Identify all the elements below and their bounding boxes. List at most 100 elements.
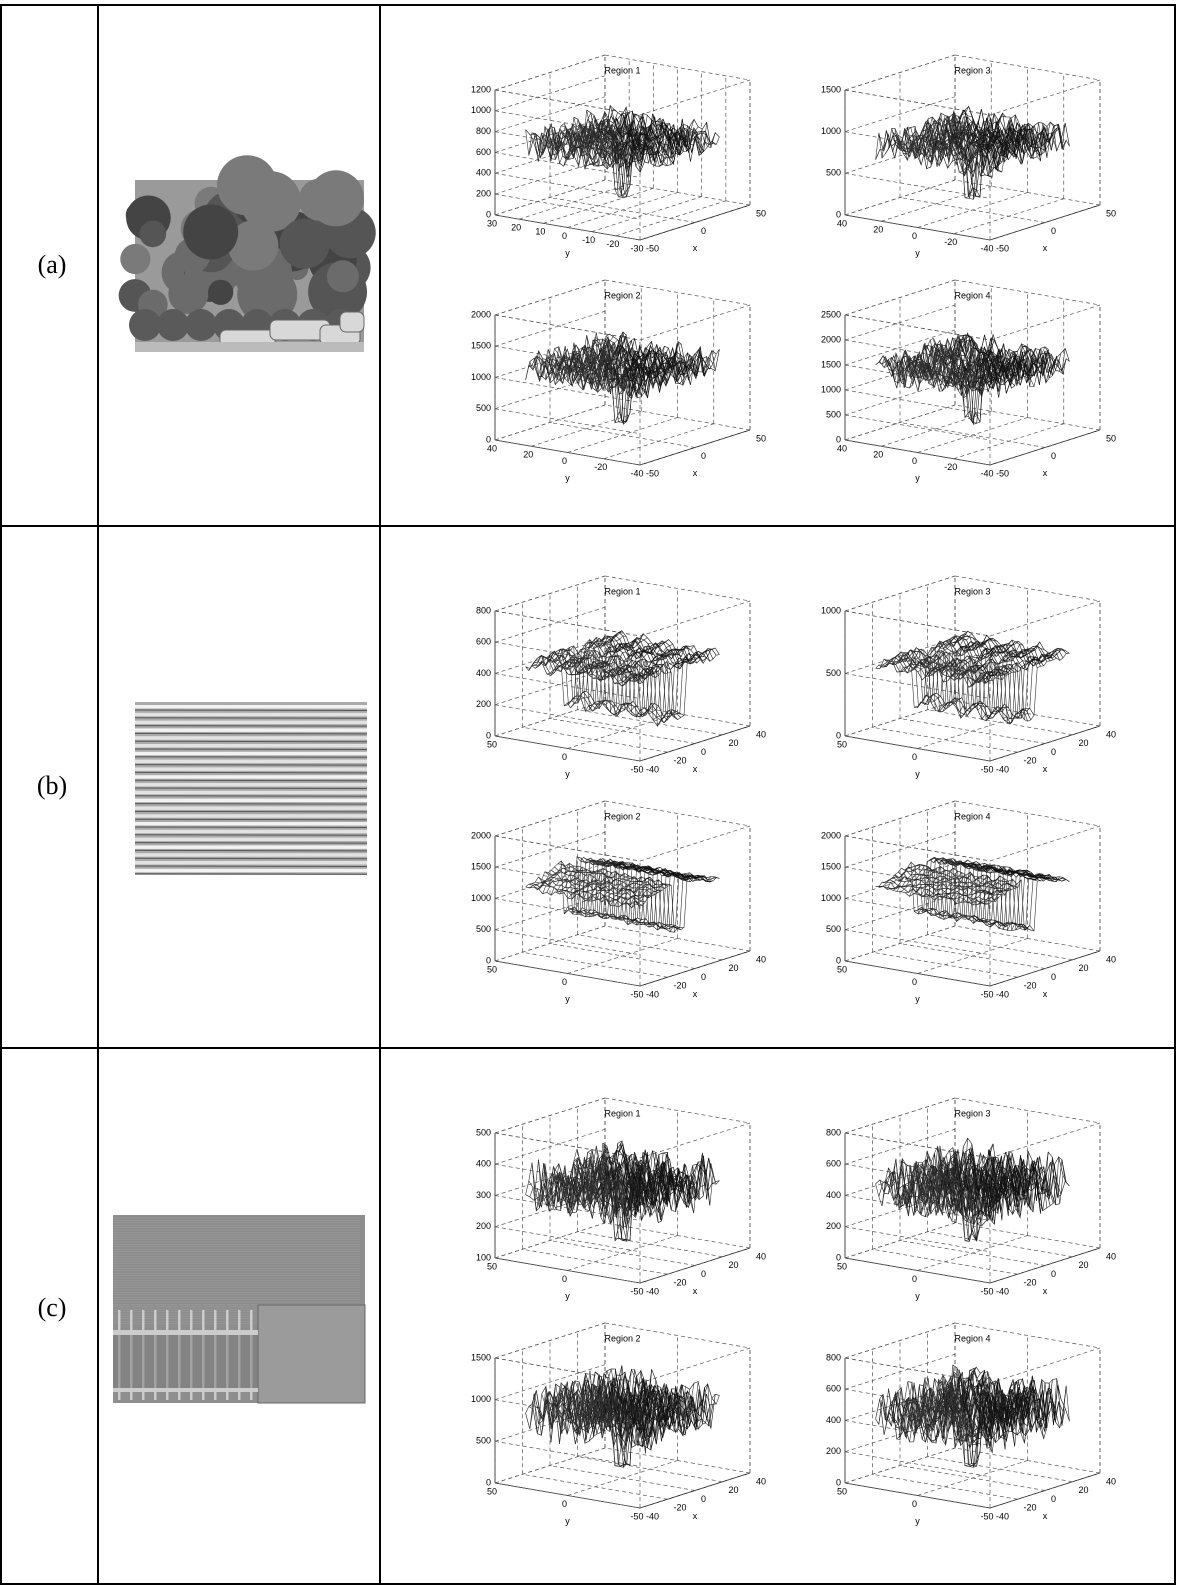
y-tick-label: 50 xyxy=(487,1486,497,1496)
y-tick-label: -50 xyxy=(980,764,993,774)
z-tick-label: 200 xyxy=(476,189,491,199)
stripe xyxy=(135,806,367,810)
z-tick-label: 1000 xyxy=(471,372,491,382)
x-axis-label: x xyxy=(693,243,698,253)
y-tick-label: 0 xyxy=(912,977,917,987)
box-edge xyxy=(640,826,750,861)
z-tick-label: 200 xyxy=(826,1446,841,1456)
stripe xyxy=(135,767,367,771)
y-axis-label: y xyxy=(565,994,570,1004)
y-tick-label: 20 xyxy=(873,450,883,460)
x-tick-label: 20 xyxy=(729,738,739,748)
z-tick-label: 1000 xyxy=(471,1394,491,1404)
y-tick-label: -50 xyxy=(630,1511,643,1521)
x-tick-label: -40 xyxy=(646,1286,659,1296)
z-tick-label: 1500 xyxy=(821,359,841,369)
y-tick-label: -40 xyxy=(630,468,643,478)
stripe xyxy=(135,799,367,803)
x-tick-label: 20 xyxy=(729,1260,739,1270)
box-edge xyxy=(990,601,1100,636)
foliage xyxy=(174,276,204,306)
y-tick-label: 0 xyxy=(912,1499,917,1509)
grid-line xyxy=(550,423,695,448)
y-tick-label: 10 xyxy=(535,227,545,237)
grid-line xyxy=(873,727,1018,752)
z-tick-label: 2500 xyxy=(821,309,841,319)
grid-line xyxy=(495,930,640,955)
z-tick-label: 2000 xyxy=(471,309,491,319)
box-edge xyxy=(640,601,750,636)
y-tick-label: -50 xyxy=(630,989,643,999)
x-tick-label: 50 xyxy=(1106,208,1116,218)
y-tick-label: -20 xyxy=(606,239,619,249)
z-tick-label: 1000 xyxy=(471,893,491,903)
x-tick-label: -50 xyxy=(996,468,1009,478)
y-tick-label: -50 xyxy=(980,989,993,999)
z-tick-label: 1200 xyxy=(471,84,491,94)
grid-line xyxy=(900,198,1045,223)
x-tick-label: 50 xyxy=(756,208,766,218)
grid-line xyxy=(550,944,695,969)
y-tick-label: 0 xyxy=(912,752,917,762)
x-tick-label: 40 xyxy=(756,729,766,739)
grid-line xyxy=(523,727,668,752)
x-axis-label: x xyxy=(1043,468,1048,478)
x-tick-label: -20 xyxy=(1024,1278,1037,1288)
grid-line xyxy=(900,1466,1045,1491)
box-edge xyxy=(990,80,1100,115)
grid-line xyxy=(881,186,991,221)
z-tick-label: 400 xyxy=(826,1190,841,1200)
grid-line xyxy=(873,1249,1018,1274)
surface-plot: 0200400600800500-50-40-2002040yxRegion 3 xyxy=(826,1098,1116,1301)
grid-line xyxy=(531,411,641,446)
surface-plot: 0500100015002000500-50-40-2002040yxRegio… xyxy=(821,801,1116,1004)
z-tick-label: 1000 xyxy=(471,105,491,115)
z-tick-label: 800 xyxy=(476,126,491,136)
grid-line xyxy=(845,611,990,636)
stripe-shadow xyxy=(135,811,367,812)
y-tick-label: 50 xyxy=(487,739,497,749)
y-tick-label: -40 xyxy=(980,468,993,478)
x-tick-label: 40 xyxy=(756,954,766,964)
z-tick-label: 1500 xyxy=(471,862,491,872)
x-tick-label: 0 xyxy=(1051,1494,1056,1504)
y-tick-label: 0 xyxy=(562,977,567,987)
z-tick-label: 1000 xyxy=(821,384,841,394)
grid-line xyxy=(550,719,695,744)
x-tick-label: 0 xyxy=(701,226,706,236)
x-tick-label: -50 xyxy=(996,243,1009,253)
photo xyxy=(119,155,376,352)
stripe-shadow xyxy=(135,749,367,750)
stripe xyxy=(135,830,367,834)
stripe xyxy=(135,728,367,732)
x-axis-label: x xyxy=(1043,764,1048,774)
plot-title: Region 4 xyxy=(954,290,990,300)
z-tick-label: 800 xyxy=(826,1352,841,1362)
y-tick-label: -20 xyxy=(944,237,957,247)
x-axis-label: x xyxy=(1043,243,1048,253)
x-tick-label: 40 xyxy=(756,1476,766,1486)
z-tick-label: 1500 xyxy=(821,84,841,94)
surface-plot: 0200400600800100012003020100-10-20-30-50… xyxy=(471,55,766,258)
z-tick-label: 400 xyxy=(476,168,491,178)
y-tick-label: -50 xyxy=(630,764,643,774)
x-tick-label: 20 xyxy=(1079,963,1089,973)
fence-rail xyxy=(113,1388,258,1392)
x-axis-label: x xyxy=(693,468,698,478)
stripe xyxy=(135,861,367,865)
box-edge xyxy=(640,305,750,340)
grid-line xyxy=(495,836,640,861)
surface-plot: 050010001500200040200-20-40-50050yxRegio… xyxy=(471,280,766,483)
x-tick-label: 0 xyxy=(701,747,706,757)
y-tick-label: 0 xyxy=(562,752,567,762)
z-tick-label: 500 xyxy=(826,668,841,678)
grid-line xyxy=(578,1457,723,1482)
z-tick-label: 400 xyxy=(826,1415,841,1425)
x-tick-label: -20 xyxy=(674,981,687,991)
box-edge xyxy=(990,1123,1100,1158)
x-tick-label: -40 xyxy=(646,764,659,774)
stripe xyxy=(135,853,367,857)
x-axis-label: x xyxy=(1043,1511,1048,1521)
stripe-shadow xyxy=(135,819,367,820)
y-tick-label: -40 xyxy=(980,243,993,253)
